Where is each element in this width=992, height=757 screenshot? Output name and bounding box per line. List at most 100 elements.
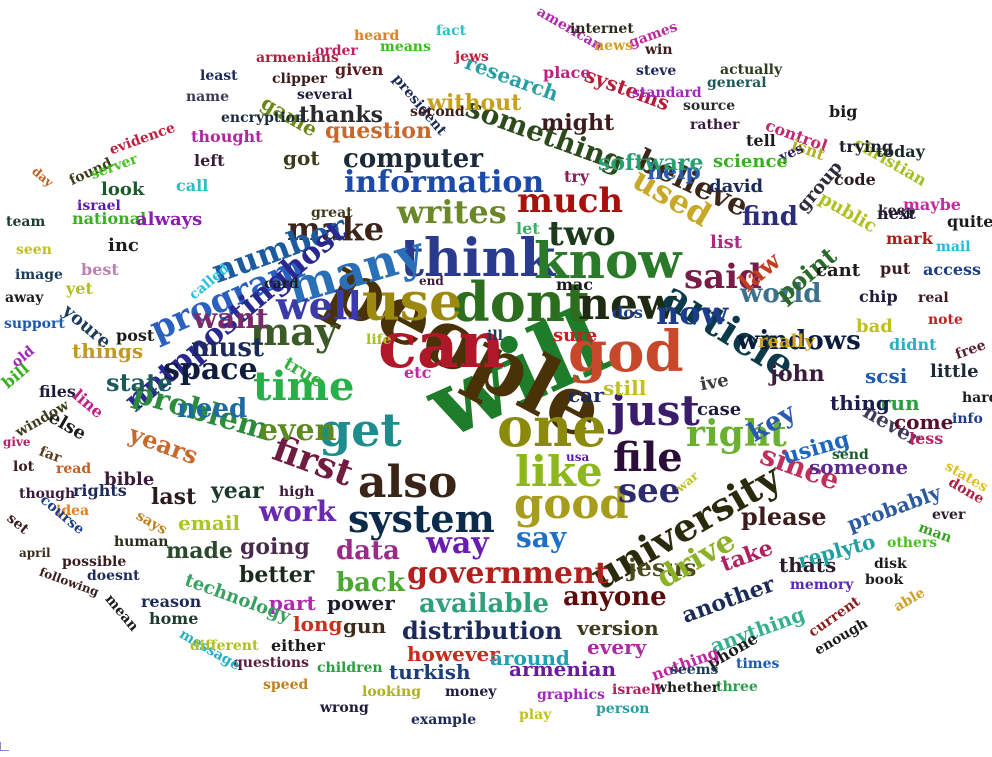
cloud-word: look (101, 178, 145, 200)
cloud-word: sure (553, 324, 598, 346)
corner-mark (0, 742, 9, 751)
cloud-word: tell (746, 131, 776, 151)
cloud-word: windows (737, 325, 861, 356)
cloud-word: doesnt (87, 568, 140, 585)
cloud-word: yet (66, 279, 93, 299)
cloud-word: like (515, 447, 603, 497)
cloud-word: got (283, 146, 320, 170)
cloud-word: though (19, 486, 76, 503)
cloud-word: one (497, 395, 607, 460)
cloud-word: keep (878, 203, 916, 220)
cloud-word: john (770, 361, 825, 388)
cloud-word: still (603, 376, 647, 400)
cloud-word: computer (343, 143, 484, 174)
cloud-word: part (269, 591, 316, 615)
cloud-word: let (516, 219, 540, 239)
cloud-word: david (709, 175, 764, 197)
cloud-word: space (163, 351, 258, 387)
cloud-word: times (736, 656, 780, 673)
cloud-word: much (517, 181, 624, 222)
cloud-word: gun (343, 614, 387, 638)
cloud-word: dos (612, 303, 643, 323)
cloud-word: want (193, 302, 269, 336)
cloud-word: human (114, 534, 169, 551)
cloud-word: standard (632, 85, 702, 102)
cloud-word: seems (670, 662, 719, 679)
cloud-word: jesus (628, 552, 697, 582)
cloud-word: real (918, 290, 949, 307)
cloud-word: year (211, 478, 264, 505)
cloud-word: disk (874, 556, 907, 573)
cloud-word: clipper (272, 71, 328, 88)
cloud-word: key (742, 397, 801, 449)
cloud-word: hard (962, 390, 992, 407)
cloud-word: steve (636, 63, 677, 80)
cloud-word: also (358, 456, 458, 508)
cloud-word: looking (362, 684, 421, 701)
cloud-word: mac (556, 275, 594, 295)
cloud-word: question (325, 118, 432, 145)
cloud-word: every (587, 635, 647, 659)
cloud-word: better (239, 562, 315, 589)
cloud-word: see (618, 471, 681, 512)
cloud-word: image (15, 267, 63, 284)
cloud-word: just (611, 386, 700, 436)
cloud-word: second (410, 104, 465, 121)
cloud-word: email (178, 511, 241, 535)
cloud-word: least (200, 68, 238, 85)
cloud-word: get (319, 402, 402, 457)
cloud-word: israel (77, 198, 121, 215)
cloud-word: play (519, 707, 552, 724)
cloud-word: writes (397, 192, 507, 231)
cloud-word: government (407, 555, 609, 591)
cloud-word: code (834, 170, 876, 190)
cloud-word: support (4, 316, 65, 333)
cloud-word: didnt (889, 335, 937, 355)
cloud-word: either (271, 636, 325, 656)
cloud-word: read (56, 461, 92, 478)
cloud-word: israeli (612, 682, 662, 699)
cloud-word: whether (655, 680, 720, 697)
cloud-word: back (336, 567, 405, 598)
cloud-word: way (426, 525, 489, 561)
cloud-word: set (3, 510, 32, 538)
cloud-word: time (253, 363, 355, 410)
cloud-word: money (445, 684, 497, 701)
cloud-word: order (315, 43, 358, 60)
cloud-word: run (880, 391, 920, 415)
cloud-word: really (758, 330, 815, 352)
cloud-word: bible (104, 468, 155, 490)
cloud-word: think (400, 227, 556, 289)
cloud-word: mail (936, 239, 971, 256)
cloud-word: chip (859, 287, 898, 307)
cloud-word: evidence (107, 119, 178, 159)
cloud-word: graphics (537, 687, 605, 704)
cloud-word: find (742, 201, 798, 232)
cloud-word: encryption (221, 110, 306, 127)
cloud-word: left (194, 151, 225, 171)
cloud-word: source (683, 98, 736, 115)
cloud-word: put (880, 259, 911, 279)
cloud-word: heard (354, 28, 400, 45)
cloud-word: power (327, 591, 395, 615)
cloud-word: cant (816, 259, 861, 281)
cloud-word: dont (452, 270, 590, 335)
cloud-word: around (490, 646, 570, 670)
cloud-word: internet (570, 21, 634, 38)
cloud-word: come (894, 410, 954, 434)
cloud-word: data (336, 535, 400, 566)
cloud-word: anyone (563, 581, 667, 612)
cloud-word: said (684, 257, 762, 298)
cloud-word: different (190, 638, 259, 655)
cloud-word: must (191, 332, 265, 363)
cloud-word: home (149, 609, 199, 629)
cloud-word: armenian (509, 657, 617, 681)
cloud-word: send (832, 447, 869, 464)
cloud-word: maybe (903, 195, 961, 215)
cloud-word: three (716, 679, 758, 696)
cloud-word: available (419, 588, 549, 619)
cloud-word: rights (73, 481, 127, 501)
cloud-word: system (348, 495, 495, 541)
cloud-word: mean (101, 591, 142, 635)
cloud-word: etc (404, 363, 432, 383)
